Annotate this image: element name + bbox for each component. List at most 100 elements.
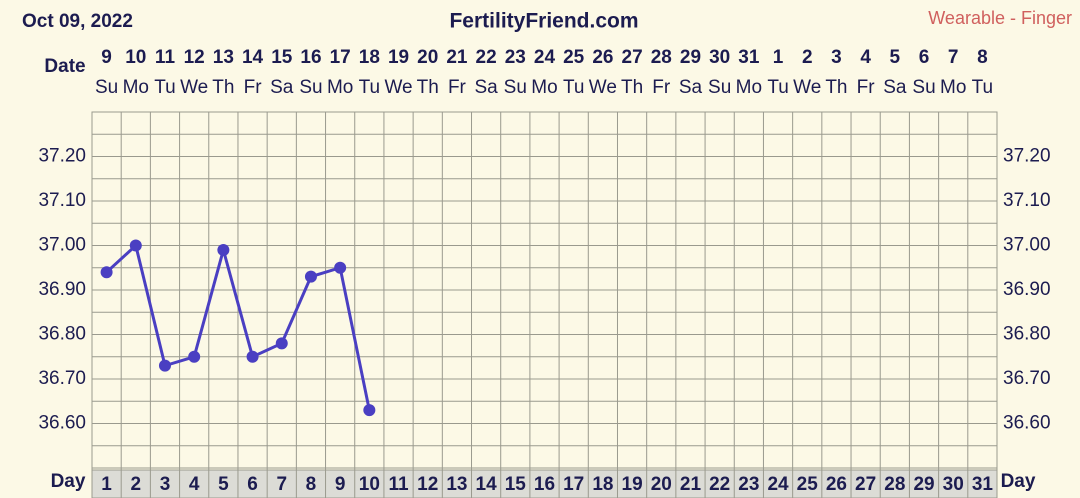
date-label: 7: [948, 47, 959, 68]
x-tick-label: 23: [738, 474, 759, 495]
y-tick-label: 36.60: [38, 413, 86, 434]
y2-tick-label: 36.80: [1003, 324, 1051, 345]
x-tick-label: 5: [218, 474, 229, 495]
date-label: 11: [155, 47, 176, 68]
date-label: 20: [417, 47, 438, 68]
weekday-label: Tu: [563, 77, 584, 98]
chart-subtitle: Wearable - Finger: [928, 8, 1072, 28]
weekday-label: Mo: [531, 77, 557, 98]
temperature-point: [100, 266, 113, 279]
date-label: 24: [534, 47, 556, 68]
day-row-background: [91, 469, 998, 498]
x-tick-label: 3: [160, 474, 171, 495]
x-tick-label: 26: [826, 474, 847, 495]
y-tick-label: 37.00: [38, 235, 86, 256]
weekday-label: Tu: [154, 77, 175, 98]
weekday-label: Sa: [270, 77, 294, 98]
x-tick-label: 7: [276, 474, 287, 495]
x-tick-label: 11: [388, 474, 409, 495]
weekday-label: Fr: [244, 77, 263, 98]
date-label: 14: [242, 47, 264, 68]
date-row-label: Date: [44, 56, 85, 77]
weekday-label: Su: [299, 77, 322, 98]
weekday-label: Su: [708, 77, 731, 98]
weekday-label: Su: [95, 77, 118, 98]
weekday-label: Mo: [736, 77, 762, 98]
temperature-point: [129, 239, 142, 252]
temperature-point: [158, 359, 171, 372]
weekday-label: Sa: [883, 77, 907, 98]
weekday-label: Mo: [123, 77, 149, 98]
weekday-label: Th: [417, 77, 439, 98]
temperature-point: [334, 261, 347, 274]
date-label: 1: [773, 47, 784, 68]
x-tick-label: 18: [592, 474, 613, 495]
y-tick-label: 36.70: [38, 368, 86, 389]
date-label: 28: [651, 47, 672, 68]
x-tick-label: 27: [855, 474, 876, 495]
weekday-label: Th: [825, 77, 847, 98]
x-tick-label: 1: [101, 474, 112, 495]
date-label: 19: [388, 47, 409, 68]
weekday-label: We: [589, 77, 617, 98]
x-tick-label: 17: [563, 474, 584, 495]
date-label: 27: [622, 47, 643, 68]
date-label: 15: [271, 47, 293, 68]
weekday-label: Sa: [679, 77, 703, 98]
date-label: 16: [300, 47, 321, 68]
x-tick-label: 6: [247, 474, 258, 495]
date-label: 5: [890, 47, 901, 68]
y-tick-label: 36.90: [38, 279, 86, 300]
x-tick-label: 8: [306, 474, 317, 495]
temperature-point: [304, 270, 317, 283]
date-label: 26: [592, 47, 613, 68]
x-tick-label: 14: [476, 474, 498, 495]
weekday-label: Tu: [767, 77, 788, 98]
date-label: 4: [860, 47, 871, 68]
date-label: 17: [330, 47, 351, 68]
y2-tick-label: 36.70: [1003, 368, 1051, 389]
weekday-label: Tu: [972, 77, 993, 98]
x-tick-label: 22: [709, 474, 730, 495]
weekday-label: We: [384, 77, 412, 98]
y-tick-label: 37.20: [38, 146, 86, 167]
temperature-point: [363, 404, 376, 417]
day-row-label: Day: [51, 471, 86, 492]
weekday-label: We: [180, 77, 208, 98]
plot-frame: [91, 111, 998, 469]
x-tick-label: 24: [767, 474, 789, 495]
date-label: 31: [738, 47, 760, 68]
temperature-point: [217, 243, 230, 256]
x-tick-label: 10: [359, 474, 380, 495]
date-label: 12: [184, 47, 205, 68]
weekday-label: Tu: [359, 77, 380, 98]
x-tick-label: 25: [797, 474, 819, 495]
x-tick-label: 29: [913, 474, 934, 495]
temperature-point: [188, 350, 201, 363]
weekday-label: Th: [621, 77, 643, 98]
date-label: 25: [563, 47, 585, 68]
y2-tick-label: 36.90: [1003, 279, 1051, 300]
date-label: 3: [831, 47, 842, 68]
y-tick-label: 37.10: [38, 190, 86, 211]
x-tick-label: 4: [189, 474, 200, 495]
date-label: 13: [213, 47, 234, 68]
date-label: 23: [505, 47, 526, 68]
day-row-label-right: Day: [1001, 471, 1036, 492]
x-tick-label: 16: [534, 474, 555, 495]
x-tick-label: 30: [943, 474, 964, 495]
x-tick-label: 20: [651, 474, 672, 495]
y-tick-label: 36.80: [38, 324, 86, 345]
weekday-label: Fr: [652, 77, 671, 98]
date-label: 6: [919, 47, 930, 68]
weekday-label: Th: [212, 77, 234, 98]
temperature-line: [105, 242, 371, 411]
chart-date: Oct 09, 2022: [22, 11, 133, 32]
x-tick-label: 15: [505, 474, 527, 495]
temperature-point: [275, 337, 288, 350]
date-label: 22: [476, 47, 497, 68]
x-tick-label: 21: [680, 474, 702, 495]
weekday-label: Mo: [327, 77, 353, 98]
